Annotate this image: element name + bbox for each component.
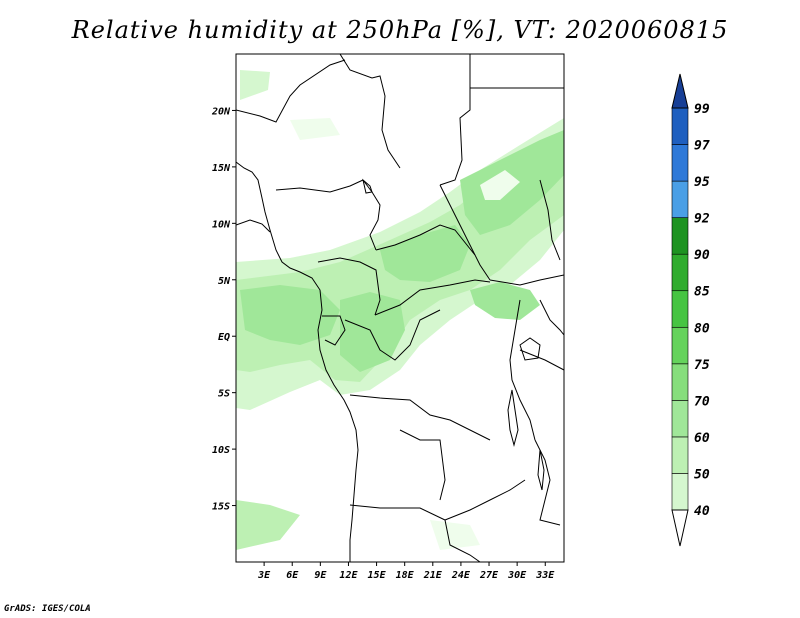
colorbar-label: 50 [694, 467, 710, 482]
colorbar-box [671, 400, 689, 438]
border-gabon [322, 315, 346, 346]
border-botswana [444, 519, 481, 562]
lake-victoria [519, 337, 541, 361]
country-borders [236, 54, 564, 562]
lon-tick-label: 21E [423, 570, 443, 581]
colorbar-box [671, 473, 689, 511]
colorbar-triangle-top-icon [671, 73, 689, 109]
colorbar-box [671, 326, 689, 365]
border-tanzania-kenya [519, 349, 564, 371]
humidity-core-east [470, 282, 540, 320]
humidity-patch-north [290, 118, 340, 140]
border-sudan-ethiopia [539, 179, 561, 261]
border-sudan-south [489, 274, 564, 286]
colorbar-label: 92 [694, 212, 710, 227]
border-angola-namibia [349, 504, 446, 521]
lake-chad [362, 178, 373, 194]
humidity-patch-northwest [240, 70, 270, 100]
colorbar-label: 95 [694, 175, 710, 190]
colorbar-label: 70 [694, 394, 710, 409]
lon-tick-label: 12E [339, 570, 358, 581]
border-cameroon [317, 257, 381, 316]
border-malawi-mozambique [534, 439, 561, 526]
border-niger-chad [362, 179, 381, 251]
credit-label: GrADS: IGES/COLA [4, 604, 91, 614]
latitude-axis: 20N 15N 10N 5N EQ 5S 10S 15S [211, 106, 236, 513]
colorbar-label: 90 [694, 248, 710, 263]
colorbar-box [671, 436, 689, 474]
colorbar-label: 60 [694, 431, 710, 446]
lon-tick-label: 15E [368, 570, 387, 581]
lat-tick-label: 5N [218, 276, 231, 287]
humidity-core-west [240, 285, 340, 345]
border-angola-zambia [399, 429, 446, 501]
humidity-patch-south [430, 520, 480, 550]
lon-tick-label: 3E [257, 570, 271, 581]
colorbar-label: 85 [694, 285, 710, 300]
colorbar-label: 80 [694, 321, 710, 336]
colorbar-label: 97 [694, 139, 710, 154]
lat-tick-label: 15N [212, 163, 231, 174]
colorbar-box [671, 290, 689, 328]
colorbar-box [671, 253, 689, 292]
lon-tick-label: 6E [286, 570, 299, 581]
lon-tick-label: 30E [507, 570, 527, 581]
border-car-drc [374, 279, 491, 316]
border-drc-angola [349, 394, 491, 441]
map-title: Relative humidity at 250hPa [%], VT: 202… [71, 16, 729, 44]
border-drc-east [509, 299, 536, 441]
lon-tick-label: 33E [535, 570, 555, 581]
colorbar-box [671, 144, 689, 182]
humidity-shading [236, 70, 564, 550]
border-congo-drc [344, 309, 441, 361]
border-east-africa [539, 299, 564, 336]
lat-tick-label: 20N [211, 106, 231, 117]
humidity-light-northeast [480, 170, 520, 200]
border-niger-nigeria [275, 179, 364, 193]
coastline-west-africa [236, 161, 359, 562]
colorbar-box [671, 180, 689, 218]
map-frame [235, 53, 565, 563]
lat-tick-label: 15S [212, 502, 230, 513]
lon-tick-label: 24E [451, 570, 471, 581]
border-zambia-zimbabwe [444, 479, 526, 521]
border-chad-car [375, 224, 476, 256]
lat-tick-label: 10S [212, 445, 230, 456]
colorbar-box [671, 217, 689, 255]
lake-tanganyika [507, 389, 519, 447]
border-mali-niger [236, 59, 346, 123]
humidity-core-center [340, 292, 405, 372]
humidity-core-north [380, 225, 470, 282]
colorbar-label: 40 [694, 504, 710, 519]
colorbar: 40 50 60 70 75 80 85 90 92 95 97 99 [671, 73, 710, 547]
colorbar-box [671, 363, 689, 401]
border-algeria-libya [339, 54, 401, 169]
lat-tick-label: EQ [218, 332, 230, 343]
humidity-patch-southwest [236, 500, 300, 550]
border-chad-sudan [439, 184, 491, 281]
longitude-axis: 3E 6E 9E 12E 15E 18E 21E 24E 27E 30E 33E [257, 562, 555, 581]
colorbar-label: 75 [694, 358, 710, 373]
colorbar-triangle-bottom-icon [671, 509, 689, 547]
colorbar-box [671, 107, 689, 145]
lat-tick-label: 5S [218, 389, 230, 400]
lon-tick-label: 9E [314, 570, 327, 581]
border-libya-egypt [439, 54, 471, 186]
lake-malawi [537, 449, 545, 491]
border-ghana-nigeria [236, 219, 271, 233]
lon-tick-label: 27E [479, 570, 499, 581]
lat-tick-label: 10N [212, 219, 231, 230]
colorbar-label: 99 [694, 102, 710, 117]
lon-tick-label: 18E [396, 570, 415, 581]
